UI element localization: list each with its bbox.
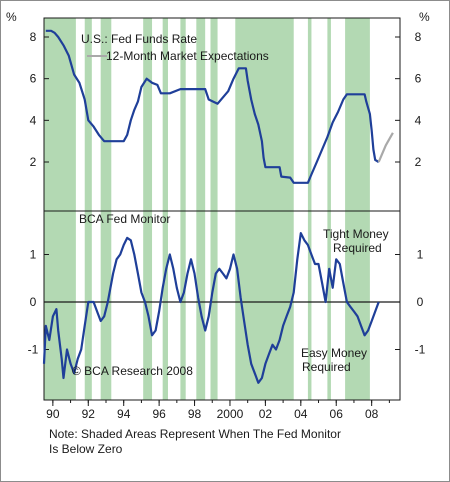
x-tick-label: 96 — [152, 407, 166, 421]
y-tick-label-right: 1 — [417, 248, 424, 262]
note-line2: Is Below Zero — [49, 442, 123, 456]
shade-band — [307, 18, 312, 400]
tight-money-line2: Required — [333, 241, 382, 255]
fed-monitor-line — [42, 232, 380, 384]
shade-band — [180, 18, 186, 400]
fed-funds-line — [45, 29, 380, 184]
unit-left: % — [6, 10, 17, 24]
series-lines — [42, 29, 394, 384]
y-tick-label-left: 4 — [30, 113, 37, 127]
y-tick-label-left: -1 — [28, 343, 39, 357]
easy-money-line1: Easy Money — [301, 346, 367, 360]
y-tick-label-left: 0 — [30, 295, 37, 309]
shade-band — [84, 18, 92, 400]
note-line1: Note: Shaded Areas Represent When The Fe… — [49, 427, 341, 441]
x-tick-label: 90 — [46, 407, 60, 421]
shade-band — [327, 18, 331, 400]
shade-band — [100, 18, 112, 400]
shade-band — [162, 18, 168, 400]
x-tick-label: 02 — [259, 407, 273, 421]
shade-band — [196, 18, 206, 400]
x-tick-label: 2000 — [217, 407, 244, 421]
y-tick-label-right: 0 — [417, 295, 424, 309]
monitor-title: BCA Fed Monitor — [79, 212, 170, 226]
x-tick-label: 04 — [294, 407, 308, 421]
unit-right: % — [419, 10, 430, 24]
y-tick-label-right: 6 — [415, 72, 422, 86]
y-tick-label-left: 1 — [30, 248, 37, 262]
x-tick-label: 98 — [188, 407, 202, 421]
easy-money-line2: Required — [302, 360, 351, 374]
shade-band — [235, 18, 294, 400]
shade-band — [210, 18, 218, 400]
x-tick-label: 92 — [82, 407, 96, 421]
y-tick-label-right: 2 — [415, 155, 422, 169]
expectations-line — [377, 132, 394, 163]
x-tick-label: 06 — [330, 407, 344, 421]
legend-expectations: 12-Month Market Expectations — [106, 49, 269, 63]
tight-money-line1: Tight Money — [323, 227, 389, 241]
copyright-text: © BCA Research 2008 — [72, 364, 193, 378]
y-tick-label-left: 2 — [30, 155, 37, 169]
shaded-periods — [44, 18, 370, 400]
bottom-panel-frame — [43, 210, 401, 401]
y-tick-label-left: 8 — [30, 30, 37, 44]
y-tick-label-right: 4 — [415, 113, 422, 127]
y-tick-label-left: 6 — [30, 72, 37, 86]
shade-band — [143, 18, 153, 400]
legend-fed-funds: U.S.: Fed Funds Rate — [81, 32, 197, 46]
x-tick-label: 94 — [117, 407, 131, 421]
shade-band — [345, 18, 370, 400]
x-tick-label: 08 — [365, 407, 379, 421]
y-tick-label-right: -1 — [415, 343, 426, 357]
y-tick-label-right: 8 — [415, 30, 422, 44]
